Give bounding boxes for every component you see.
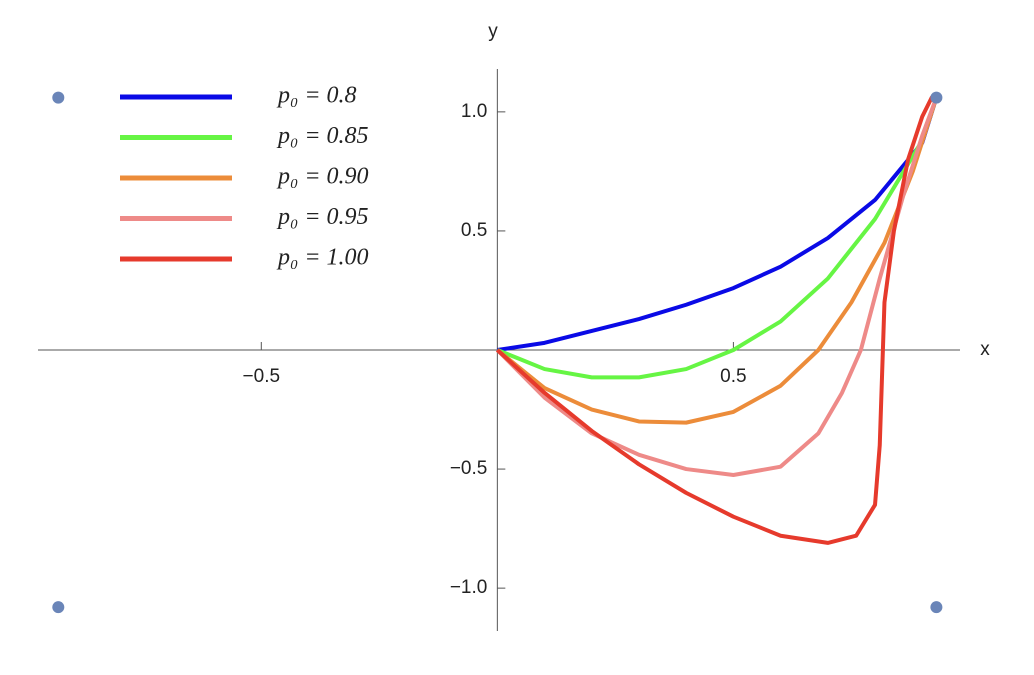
x-axis-label: x — [980, 339, 990, 360]
curve — [496, 96, 939, 425]
corner-point — [52, 91, 65, 104]
corner-point — [930, 91, 943, 104]
x-tick-label: −0.5 — [243, 366, 281, 387]
curve — [496, 95, 938, 545]
y-tick-label: −0.5 — [450, 458, 488, 479]
curve — [495, 96, 939, 478]
corner-point — [930, 601, 943, 614]
legend-label: p₀ = 0.8 — [276, 83, 357, 109]
y-tick-label: −1.0 — [450, 577, 488, 598]
y-tick-label: 0.5 — [461, 220, 487, 241]
legend-label: p₀ = 1.00 — [276, 245, 369, 271]
legend-label: p₀ = 0.85 — [276, 123, 369, 149]
curve — [496, 96, 939, 380]
legend-label: p₀ = 0.90 — [276, 164, 369, 190]
legend-label: p₀ = 0.95 — [276, 204, 369, 230]
y-tick-label: 1.0 — [461, 101, 487, 122]
corner-point — [52, 601, 65, 614]
x-tick-label: 0.5 — [720, 366, 746, 387]
y-axis-label: y — [488, 21, 498, 42]
curve — [497, 96, 939, 352]
